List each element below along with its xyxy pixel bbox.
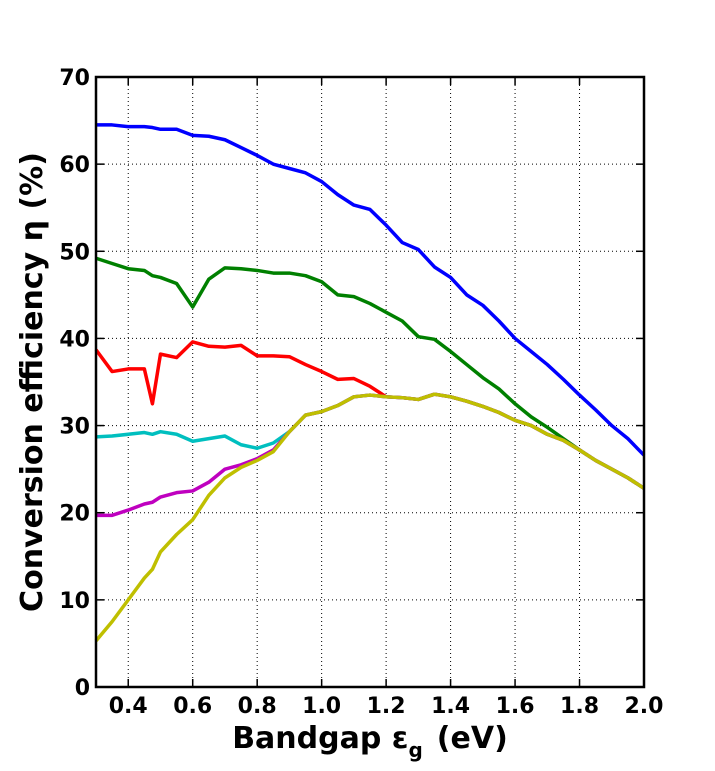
y-tick-label: 60 [59,153,90,178]
x-tick-label: 1.0 [302,694,341,719]
x-tick-label: 1.2 [367,694,406,719]
plot-frame [94,75,646,689]
y-tick-label: 20 [59,502,90,527]
x-label-subscript: g [408,738,422,762]
data-line [96,392,645,518]
x-tick-label: 1.6 [496,694,535,719]
y-tick-label: 70 [59,66,90,91]
data-line [96,123,646,457]
y-tick-label: 40 [59,327,90,352]
y-tick-label: 0 [75,676,90,701]
x-tick-label: 0.8 [238,694,277,719]
y-tick-label: 10 [59,589,90,614]
x-label-unit: (eV) [437,721,508,756]
data-line [94,392,645,642]
x-tick-label: 1.8 [560,694,599,719]
x-tick-label: 0.6 [173,694,212,719]
x-tick-label: 1.4 [431,694,470,719]
data-line [94,340,645,490]
y-axis-label: Conversion efficiency η (%) [15,152,50,612]
x-label-main: Bandgap ε [232,721,408,756]
y-tick-label: 50 [59,240,90,265]
x-tick-label: 2.0 [625,694,664,719]
x-tick-label: 0.4 [109,694,148,719]
data-line [95,256,645,490]
y-tick-label: 30 [59,415,90,440]
x-axis-label: Bandgap εg (eV) [232,721,508,762]
